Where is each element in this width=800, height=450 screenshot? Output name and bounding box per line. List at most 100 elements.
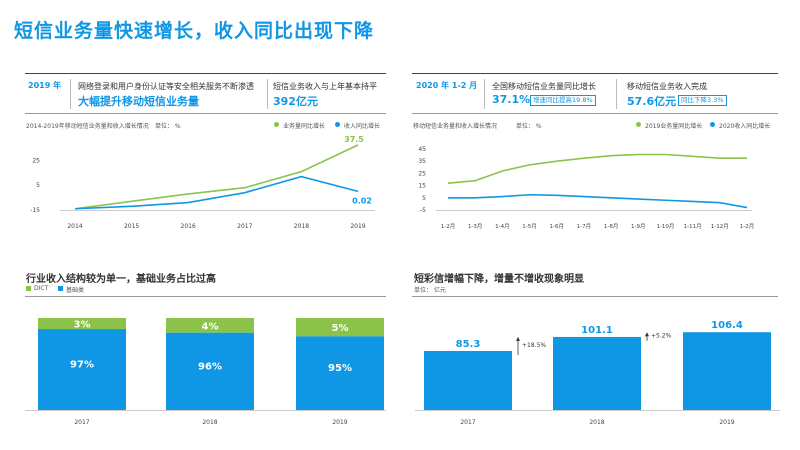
x-tick-label: 2018	[202, 419, 217, 426]
x-tick-label: 2015	[124, 223, 139, 230]
data-label: 101.1	[581, 325, 613, 336]
panel-tr-unit: 单位： %	[516, 123, 542, 130]
x-tick-label: 1-6月	[549, 223, 563, 230]
panel-tl-subtitle: 2014-2019年移动短信业务量和收入增长情况	[26, 123, 149, 130]
legend-blue-dot	[335, 122, 340, 127]
data-label-dict: 5%	[332, 323, 349, 334]
x-tick-label: 2014	[67, 223, 82, 230]
bar	[683, 332, 771, 410]
x-tick-label: 2018	[294, 223, 309, 230]
legend-green-dot	[636, 122, 641, 127]
x-tick-label: 1-2月	[441, 223, 455, 230]
y-tick-label: 25	[32, 157, 40, 164]
x-tick-label: 2019	[719, 419, 734, 426]
panel-tl-box1-line1: 网络登录和用户身份认证等安全相关服务不断渗透	[78, 82, 254, 91]
x-tick-label: 1-4月	[495, 223, 509, 230]
data-label: 85.3	[456, 339, 481, 350]
panel-tr-box2-value: 57.6亿元	[627, 95, 677, 108]
data-label: 106.4	[711, 320, 743, 331]
data-label-revenue-2019: 0.02	[352, 196, 372, 205]
bar-segment-basic	[166, 332, 254, 410]
legend-2020-revenue: 2020收入同比增长	[719, 123, 771, 130]
x-tick-label: 1-7月	[577, 223, 591, 230]
x-tick-label: 1-2月	[740, 223, 754, 230]
bar-segment-basic	[296, 336, 384, 410]
data-label-dict: 4%	[202, 321, 219, 332]
bar-segment-dict	[38, 318, 126, 330]
y-tick-label: 45	[418, 146, 426, 153]
x-tick-label: 1-10月	[656, 223, 674, 230]
legend-basic-swatch	[58, 286, 63, 291]
series-line-2019-volume	[447, 153, 747, 184]
y-tick-label: -15	[30, 207, 40, 214]
bar	[424, 351, 512, 410]
x-tick-label: 2017	[237, 223, 252, 230]
legend-dict: DICT	[34, 285, 49, 292]
panel-tl-box2-line1: 短信业务收入与上年基本持平	[273, 82, 377, 91]
legend-green-dot	[274, 122, 279, 127]
bar-segment-dict	[166, 318, 254, 333]
panel-br-rule	[412, 296, 778, 297]
divider	[70, 79, 71, 109]
bar-chart-revenue: 85.3 2017 101.1 2018 106.4 2019 +18.5% +5.2%	[415, 320, 780, 426]
panel-tl-box1-line2: 大幅提升移动短信业务量	[78, 95, 199, 108]
y-tick-label: 35	[418, 158, 426, 165]
panel-tl-top-rule	[25, 73, 386, 74]
line-chart-monthly: 45 35 25 15 5 -5 1-2月 1-3月 1-4月 1-5月 1-6月 1-7月 1-8月 1…	[418, 146, 754, 230]
x-tick-label: 2018	[589, 419, 604, 426]
legend-dict-swatch	[26, 286, 31, 291]
data-label-basic: 97%	[70, 360, 94, 371]
panel-tr-box2-line1: 移动短信业务收入完成	[627, 82, 707, 91]
panel-tr-mid-rule	[412, 113, 778, 114]
panel-tr-top-rule	[412, 73, 778, 74]
x-tick-label: 1-11月	[684, 223, 702, 230]
divider	[484, 79, 485, 109]
x-tick-label: 1-5月	[522, 223, 536, 230]
x-tick-label: 2019	[332, 419, 347, 426]
bar-segment-dict	[296, 318, 384, 337]
x-tick-label: 2017	[74, 419, 89, 426]
y-tick-label: 15	[418, 183, 426, 190]
y-tick-label: 5	[422, 195, 426, 202]
growth-label: +18.5%	[522, 342, 546, 349]
legend-2019-volume: 2019业务量同比增长	[645, 123, 703, 130]
x-tick-label: 2016	[181, 223, 196, 230]
divider	[267, 79, 268, 109]
panel-tl-year: 2019 年	[28, 81, 62, 90]
panel-bl-title: 行业收入结构较为单一，基础业务占比过高	[26, 274, 216, 285]
panel-br-unit: 单位： 亿元	[414, 287, 446, 294]
x-tick-label: 1-9月	[631, 223, 645, 230]
series-line-revenue	[74, 175, 359, 210]
data-label-basic: 95%	[328, 363, 352, 374]
series-line-2020-revenue	[448, 193, 748, 209]
page-title: 短信业务量快速增长，收入同比出现下降	[14, 20, 375, 42]
x-tick-label: 2017	[460, 419, 475, 426]
data-label-volume-2019: 37.5	[344, 135, 364, 144]
bar-segment-basic	[38, 329, 126, 410]
legend-blue-dot	[710, 122, 715, 127]
line-chart-2014-2019: 25 5 -15 2014 2015 2016 2017 2018 2019 37.5 0.02	[30, 135, 375, 230]
divider	[616, 79, 617, 109]
y-tick-label: 25	[418, 170, 426, 177]
panel-tr-box1-badge: 增速同比提高19.8%	[530, 95, 596, 106]
panel-br-title: 短彩信增幅下降，增量不增收现象明显	[414, 274, 584, 285]
growth-label: +5.2%	[651, 333, 672, 340]
x-tick-label: 2019	[350, 223, 365, 230]
panel-tr-box1-line1: 全国移动短信业务量同比增长	[492, 82, 596, 91]
panel-tl-mid-rule	[25, 113, 386, 114]
y-tick-label: -5	[420, 207, 426, 214]
panel-tl-box2-value: 392亿元	[273, 95, 318, 108]
bar	[553, 336, 641, 410]
panel-tr-period: 2020 年 1-2 月	[416, 81, 478, 90]
panel-tr-subtitle: 移动短信业务量和收入增长情况	[413, 123, 498, 130]
panel-tr-box1-value: 37.1%	[492, 93, 531, 106]
x-tick-label: 1-3月	[468, 223, 482, 230]
stacked-bar-chart: 3% 97% 2017 4% 96% 2018 5% 95% 2019	[25, 318, 386, 426]
data-label-basic: 96%	[198, 361, 222, 372]
x-tick-label: 1-12月	[711, 223, 729, 230]
panel-tr-box2-badge: 同比下降3.3%	[678, 95, 727, 106]
legend-volume: 业务量同比增长	[283, 123, 326, 130]
y-tick-label: 5	[36, 182, 40, 189]
legend-revenue: 收入同比增长	[344, 123, 381, 130]
panel-tl-unit: 单位： %	[155, 123, 181, 130]
